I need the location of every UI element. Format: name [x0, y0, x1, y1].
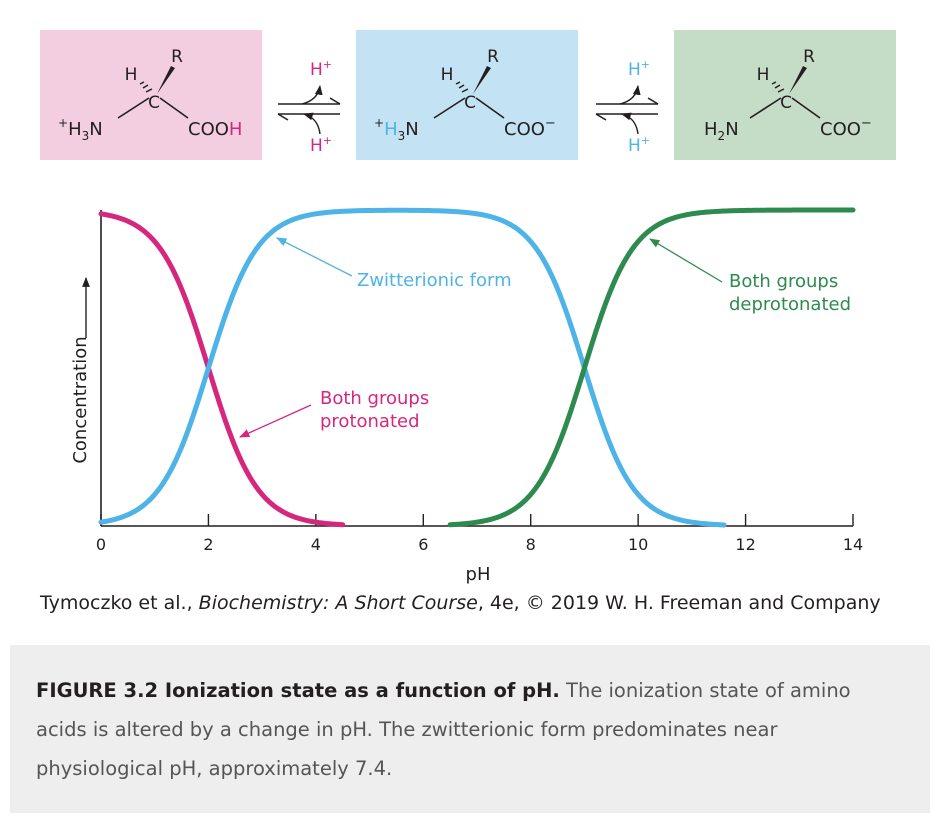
- h-plus-added-1: H+: [310, 134, 332, 156]
- carboxylate-group: COO−: [820, 116, 872, 140]
- curve-zwitterion: [98, 207, 727, 528]
- alpha-carbon: C: [780, 93, 792, 113]
- figure-caption: FIGURE 3.2 Ionization state as a functio…: [10, 645, 930, 813]
- h-plus-released-2: H+: [628, 58, 650, 80]
- svg-text:+H3N: +H3N: [374, 116, 419, 143]
- svg-text:+H3N: +H3N: [58, 116, 103, 143]
- x-tick-label: 10: [628, 535, 648, 554]
- equilibrium-arrows-1: H+ H+: [277, 58, 341, 156]
- deprotonated-pointer: [649, 238, 723, 283]
- carboxyl-group: COOH: [188, 119, 242, 140]
- hydrogen: H: [441, 65, 454, 85]
- x-tick-label: 2: [203, 535, 213, 554]
- deprotonated-label-line-2: deprotonated: [729, 294, 851, 315]
- h-plus-released-1: H+: [310, 58, 332, 80]
- protonated-label-line-2: protonated: [320, 411, 420, 432]
- protonated-panel: [40, 30, 262, 160]
- alpha-carbon: C: [148, 93, 160, 113]
- credit-book-title: Biochemistry: A Short Course: [198, 592, 478, 614]
- deprotonated-panel: [674, 30, 896, 160]
- r-group: R: [171, 47, 183, 67]
- curve-both-protonated: [98, 211, 346, 528]
- carboxylate-group: COO−: [504, 116, 556, 140]
- svg-text:H+: H+: [628, 58, 650, 80]
- caption-title: FIGURE 3.2 Ionization state as a functio…: [36, 679, 560, 702]
- structure-zwitterion: C H R +H3N COO−: [374, 47, 556, 143]
- x-tick-label: 12: [735, 535, 755, 554]
- protonated-label-line-1: Both groups: [320, 388, 429, 409]
- structure-deprotonated: C H R H2N COO−: [704, 47, 872, 143]
- zwitterion-label: Zwitterionic form: [357, 270, 512, 291]
- equilibrium-arrows-2: H+ H+: [595, 58, 659, 156]
- x-tick-label: 6: [418, 535, 428, 554]
- r-group: R: [487, 47, 499, 67]
- x-axis-label: pH: [466, 564, 491, 585]
- caption-body: The ionization state of amino acids is a…: [36, 679, 851, 780]
- amino-group: H2N: [704, 119, 739, 143]
- figure-credit: Tymoczko et al., Biochemistry: A Short C…: [40, 592, 881, 614]
- r-group: R: [803, 47, 815, 67]
- hydrogen: H: [757, 65, 770, 85]
- h-plus-added-2: H+: [628, 134, 650, 156]
- y-axis-label: Concentration: [70, 336, 91, 463]
- amino-group: +H3N: [374, 116, 419, 143]
- structure-protonated: C H R +H3N COOH: [58, 47, 242, 143]
- protonated-pointer: [239, 404, 312, 438]
- x-tick-label: 4: [311, 535, 321, 554]
- curve-both-deprotonated: [447, 207, 856, 528]
- svg-text:H2N: H2N: [704, 119, 739, 143]
- zwitterion-panel: [356, 30, 578, 160]
- amino-group: +H3N: [58, 116, 103, 143]
- credit-authors: Tymoczko et al.,: [40, 592, 199, 614]
- hydrogen: H: [125, 65, 138, 85]
- x-tick-label: 8: [526, 535, 536, 554]
- alpha-carbon: C: [464, 93, 476, 113]
- x-tick-label: 14: [843, 535, 863, 554]
- svg-text:H+: H+: [310, 58, 332, 80]
- x-tick-label: 0: [96, 535, 106, 554]
- ionization-plot: 0 2 4 6 8 10 12 14 pH Concentration Zwitterioni…: [70, 207, 863, 585]
- credit-publisher: , 4e, © 2019 W. H. Freeman and Company: [477, 592, 881, 614]
- deprotonated-label-line-1: Both groups: [729, 271, 838, 292]
- svg-text:H+: H+: [628, 134, 650, 156]
- svg-text:H+: H+: [310, 134, 332, 156]
- zwitterion-pointer: [276, 237, 353, 277]
